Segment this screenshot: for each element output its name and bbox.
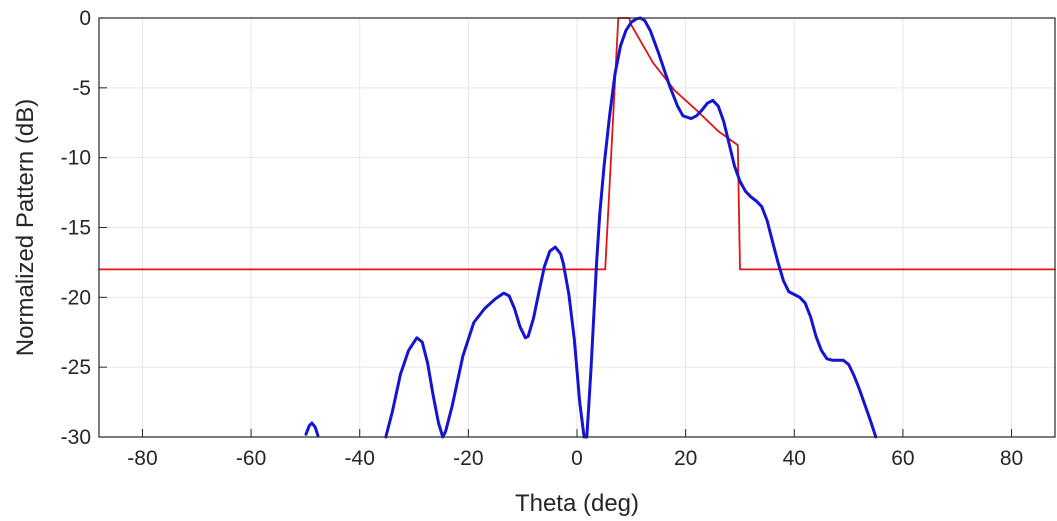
y-tick-label: -30: [61, 426, 91, 449]
x-tick-label: 0: [571, 447, 583, 470]
y-tick-labels: 0 -5 -10 -15 -20 -25 -30: [61, 7, 91, 449]
plot-lines: [98, 16, 1056, 439]
y-tick-label: -10: [61, 147, 91, 170]
x-axis-label: Theta (deg): [515, 490, 639, 517]
x-tick-label: 60: [891, 447, 914, 470]
y-tick-label: -5: [72, 77, 91, 100]
x-tick-label: 20: [674, 447, 697, 470]
y-tick-label: -25: [61, 356, 91, 379]
x-tick-label: -80: [127, 447, 157, 470]
x-tick-label: 40: [783, 447, 806, 470]
x-tick-label: -60: [236, 447, 266, 470]
pattern-line: [384, 16, 878, 439]
x-tick-labels: -80 -60 -40 -20 0 20 40 60 80: [127, 447, 1023, 470]
mask-line: [98, 17, 1056, 271]
y-tick-label: -15: [61, 217, 91, 240]
y-tick-label: 0: [79, 7, 91, 30]
y-tick-label: -20: [61, 286, 91, 309]
pattern-line: [304, 421, 320, 438]
x-tick-label: 80: [1000, 447, 1023, 470]
x-tick-label: -20: [453, 447, 483, 470]
axes-box: [98, 17, 1056, 438]
x-tick-label: -40: [345, 447, 375, 470]
y-axis-label: Normalized Pattern (dB): [12, 99, 39, 356]
